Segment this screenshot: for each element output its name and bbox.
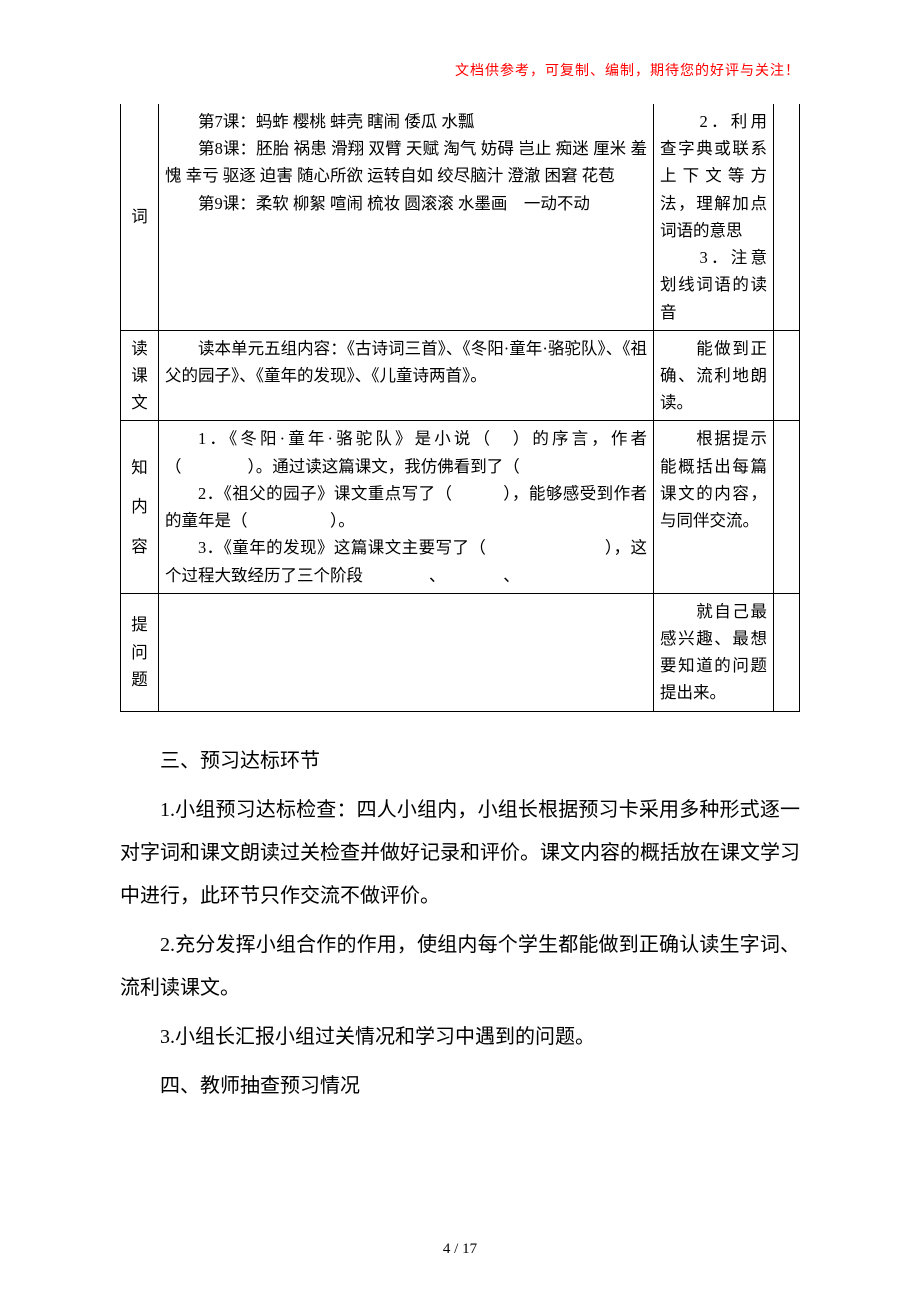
table-row: 提问题 就自己最感兴趣、最想要知道的问题提出来。 — [121, 593, 800, 711]
lesson9-words: 第9课：柔软 柳絮 喧闹 梳妆 圆滚滚 水墨画 一动不动 — [165, 190, 647, 217]
q3-text: 3．《童年的发现》这篇课文主要写了（ ），这个过程大致经历了三个阶段 、 、 — [165, 534, 647, 588]
row-req-tiwenti: 就自己最感兴趣、最想要知道的问题提出来。 — [654, 593, 774, 711]
row-req-dukewen: 能做到正确、流利地朗读。 — [654, 330, 774, 421]
lesson7-words: 第7课：蚂蚱 樱桃 蚌壳 瞎闹 倭瓜 水瓢 — [165, 108, 647, 135]
document-page: 文档供参考，可复制、编制，期待您的好评与关注！ 词 第7课：蚂蚱 樱桃 蚌壳 瞎… — [0, 0, 920, 1302]
table-row: 知 内 容 1．《冬阳·童年·骆驼队》是小说（ ）的序言，作者（ ）。通过读这篇… — [121, 421, 800, 593]
row-content-ci: 第7课：蚂蚱 樱桃 蚌壳 瞎闹 倭瓜 水瓢 第8课：胚胎 祸患 滑翔 双臂 天赋… — [159, 104, 654, 330]
row-blank-dukewen — [774, 330, 800, 421]
row-content-tiwenti — [159, 593, 654, 711]
row-label-tiwenti: 提问题 — [121, 593, 159, 711]
table-row: 词 第7课：蚂蚱 樱桃 蚌壳 瞎闹 倭瓜 水瓢 第8课：胚胎 祸患 滑翔 双臂 … — [121, 104, 800, 330]
row-label-dukewen: 读课文 — [121, 330, 159, 421]
header-note: 文档供参考，可复制、编制，期待您的好评与关注！ — [120, 60, 800, 80]
q2-text: 2．《祖父的园子》课文重点写了（ ），能够感受到作者的童年是（ ）。 — [165, 480, 647, 534]
row-content-zhineirong: 1．《冬阳·童年·骆驼队》是小说（ ）的序言，作者（ ）。通过读这篇课文，我仿佛… — [159, 421, 654, 593]
section-heading-4: 四、教师抽查预习情况 — [120, 1065, 800, 1108]
row-blank-ci — [774, 104, 800, 330]
row-req-zhineirong: 根据提示能概括出每篇课文的内容，与同伴交流。 — [654, 421, 774, 593]
body-para-1: 1.小组预习达标检查：四人小组内，小组长根据预习卡采用多种形式逐一对字词和课文朗… — [120, 789, 800, 918]
row-blank-tiwenti — [774, 593, 800, 711]
body-para-2: 2.充分发挥小组合作的作用，使组内每个学生都能做到正确认读生字词、流利读课文。 — [120, 924, 800, 1010]
body-section: 三、预习达标环节 1.小组预习达标检查：四人小组内，小组长根据预习卡采用多种形式… — [120, 740, 800, 1108]
content-table: 词 第7课：蚂蚱 樱桃 蚌壳 瞎闹 倭瓜 水瓢 第8课：胚胎 祸患 滑翔 双臂 … — [120, 104, 800, 712]
row-blank-zhineirong — [774, 421, 800, 593]
lesson8-words: 第8课：胚胎 祸患 滑翔 双臂 天赋 淘气 妨碍 岂止 痴迷 厘米 羞愧 幸亏 … — [165, 135, 647, 189]
row-req-ci: 2．利用查字典或联系上下文等方法，理解加点词语的意思 3．注意划线词语的读音 — [654, 104, 774, 330]
table-row: 读课文 读本单元五组内容：《古诗词三首》、《冬阳·童年·骆驼队》、《祖父的园子》… — [121, 330, 800, 421]
q1-text: 1．《冬阳·童年·骆驼队》是小说（ ）的序言，作者（ ）。通过读这篇课文，我仿佛… — [165, 425, 647, 479]
body-para-3: 3.小组长汇报小组过关情况和学习中遇到的问题。 — [120, 1016, 800, 1059]
row-label-ci: 词 — [121, 104, 159, 330]
page-number: 4 / 17 — [0, 1241, 920, 1258]
row-content-dukewen: 读本单元五组内容：《古诗词三首》、《冬阳·童年·骆驼队》、《祖父的园子》、《童年… — [159, 330, 654, 421]
row-label-zhineirong: 知 内 容 — [121, 421, 159, 593]
reading-list: 读本单元五组内容：《古诗词三首》、《冬阳·童年·骆驼队》、《祖父的园子》、《童年… — [165, 335, 647, 389]
section-heading-3: 三、预习达标环节 — [120, 740, 800, 783]
